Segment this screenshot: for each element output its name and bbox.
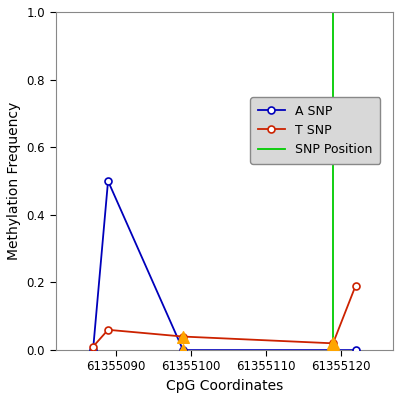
Legend: A SNP, T SNP, SNP Position: A SNP, T SNP, SNP Position [250, 97, 380, 164]
Point [330, 342, 336, 348]
Point [180, 333, 186, 340]
Line: T SNP: T SNP [90, 282, 359, 350]
A SNP [331, 348, 336, 352]
A SNP [353, 348, 358, 352]
Point [180, 347, 186, 353]
Line: A SNP: A SNP [90, 178, 359, 354]
A SNP [91, 348, 96, 352]
X-axis label: CpG Coordinates: CpG Coordinates [166, 379, 283, 393]
T SNP [106, 327, 110, 332]
Y-axis label: Methylation Frequency: Methylation Frequency [7, 102, 21, 260]
T SNP [91, 344, 96, 349]
T SNP [331, 341, 336, 346]
A SNP [106, 179, 110, 184]
T SNP [181, 334, 186, 339]
T SNP [353, 284, 358, 288]
A SNP [181, 348, 186, 352]
Point [330, 340, 336, 346]
